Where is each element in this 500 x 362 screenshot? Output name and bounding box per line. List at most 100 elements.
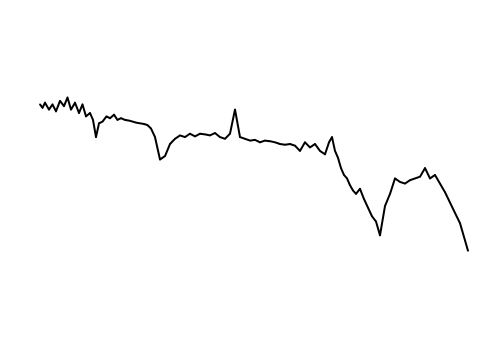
data-point bbox=[404, 182, 406, 185]
data-point bbox=[224, 137, 226, 140]
data-point bbox=[143, 123, 145, 125]
data-point bbox=[55, 110, 57, 113]
data-point bbox=[154, 136, 156, 139]
data-point bbox=[244, 137, 246, 140]
data-point bbox=[150, 127, 152, 130]
data-point bbox=[124, 119, 126, 121]
data-point bbox=[184, 136, 186, 139]
data-point bbox=[48, 108, 50, 111]
data-point bbox=[169, 143, 171, 145]
data-point bbox=[349, 184, 351, 187]
data-point bbox=[254, 139, 256, 141]
data-point bbox=[467, 249, 469, 252]
data-point bbox=[194, 135, 196, 138]
data-point bbox=[199, 132, 201, 135]
data-point bbox=[269, 140, 271, 143]
data-point bbox=[284, 143, 286, 146]
data-point bbox=[375, 220, 377, 223]
data-point bbox=[109, 117, 111, 120]
data-point bbox=[359, 187, 361, 190]
data-point bbox=[51, 103, 54, 106]
data-point bbox=[59, 100, 61, 102]
data-point bbox=[419, 175, 421, 178]
chart-marks bbox=[39, 96, 469, 252]
data-point bbox=[249, 139, 251, 142]
data-point bbox=[131, 120, 134, 123]
data-point bbox=[399, 181, 401, 183]
data-point bbox=[128, 119, 130, 122]
data-point bbox=[113, 113, 115, 116]
data-point bbox=[346, 177, 348, 180]
data-point bbox=[379, 234, 381, 237]
data-point bbox=[239, 136, 241, 139]
series-line-0 bbox=[39, 96, 469, 252]
data-point bbox=[66, 96, 69, 99]
data-point bbox=[105, 115, 108, 118]
data-point bbox=[309, 146, 311, 149]
data-point bbox=[314, 143, 316, 145]
data-point bbox=[274, 141, 276, 144]
data-point bbox=[409, 179, 411, 182]
data-point bbox=[459, 222, 461, 225]
data-point bbox=[389, 193, 391, 195]
data-point bbox=[294, 144, 296, 147]
data-point bbox=[120, 117, 122, 120]
data-point bbox=[429, 177, 431, 180]
data-point bbox=[343, 174, 345, 176]
data-point bbox=[78, 112, 80, 114]
data-point bbox=[204, 133, 206, 136]
data-point bbox=[179, 134, 181, 137]
data-point bbox=[444, 191, 446, 194]
data-point bbox=[214, 132, 216, 134]
data-point bbox=[101, 120, 104, 123]
data-point bbox=[70, 108, 72, 111]
data-point bbox=[328, 141, 330, 144]
data-point bbox=[264, 139, 266, 142]
data-point bbox=[367, 206, 369, 209]
data-point bbox=[39, 103, 41, 106]
data-point bbox=[363, 198, 365, 201]
data-point bbox=[299, 150, 301, 152]
data-point bbox=[164, 155, 166, 158]
data-point bbox=[81, 103, 84, 106]
data-point bbox=[434, 174, 436, 176]
data-point bbox=[135, 121, 137, 124]
data-point bbox=[279, 143, 281, 145]
data-point bbox=[454, 212, 456, 214]
data-point bbox=[319, 150, 321, 152]
data-point bbox=[352, 189, 354, 192]
data-point bbox=[259, 141, 261, 144]
data-point bbox=[219, 136, 221, 139]
data-point bbox=[439, 182, 441, 185]
data-point bbox=[324, 153, 326, 156]
data-point bbox=[304, 141, 306, 144]
data-point bbox=[234, 108, 236, 111]
data-point bbox=[355, 193, 357, 195]
data-point bbox=[41, 106, 44, 109]
data-point bbox=[229, 132, 231, 135]
data-point bbox=[337, 156, 339, 159]
data-point bbox=[44, 101, 46, 104]
data-point bbox=[331, 136, 333, 139]
data-point bbox=[334, 150, 336, 152]
data-point bbox=[449, 201, 451, 204]
data-point bbox=[92, 119, 94, 121]
data-point bbox=[98, 122, 100, 125]
data-point bbox=[159, 158, 161, 161]
data-point bbox=[189, 132, 191, 135]
data-point bbox=[89, 112, 91, 114]
data-point bbox=[85, 115, 87, 118]
data-point bbox=[340, 167, 342, 170]
data-point bbox=[384, 205, 386, 207]
data-point bbox=[464, 239, 466, 242]
data-point bbox=[95, 136, 97, 139]
data-point bbox=[424, 167, 426, 170]
data-point bbox=[209, 134, 211, 137]
data-point bbox=[146, 124, 149, 126]
data-point bbox=[289, 143, 291, 145]
data-point bbox=[414, 177, 416, 180]
data-point bbox=[63, 105, 65, 107]
data-point bbox=[116, 119, 119, 121]
data-point bbox=[174, 137, 176, 140]
